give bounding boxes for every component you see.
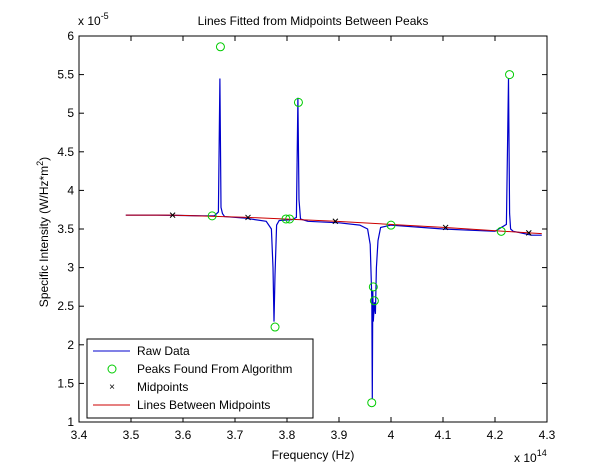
x-tick-label: 4.1 <box>435 428 452 442</box>
peak-marker <box>293 97 303 107</box>
legend-mid-label: Midpoints <box>137 380 188 394</box>
peak-marker <box>367 398 377 408</box>
x-tick-label: 3.4 <box>71 428 88 442</box>
y-tick-label: 1 <box>67 415 74 429</box>
y-axis-label: Specific Intensity (W/Hz*m2) <box>35 157 51 307</box>
peak-marker <box>368 282 378 292</box>
midpoint-marker <box>169 212 176 218</box>
y-tick-label: 6 <box>67 29 74 43</box>
y-axis-label-main: Specific Intensity (W/Hz*m <box>37 166 51 307</box>
y-multiplier: x 10-5 <box>78 11 109 28</box>
y-axis-label-end: ) <box>37 157 51 161</box>
peak-marker <box>386 220 396 230</box>
x-axis-label: Frequency (Hz) <box>272 448 355 462</box>
y-tick-label: 3 <box>67 261 74 275</box>
legend-peaks-swatch <box>107 364 117 374</box>
x-multiplier: x 1014 <box>514 448 547 465</box>
x-tick-label: 3.5 <box>123 428 140 442</box>
peak-marker <box>215 42 225 52</box>
x-tick-label: 3.9 <box>331 428 348 442</box>
peak-marker <box>281 214 291 224</box>
legend-peaks-label: Peaks Found From Algorithm <box>137 362 292 376</box>
y-tick-label: 5.5 <box>57 68 74 82</box>
y-tick-label: 2.5 <box>57 299 74 313</box>
legend-lines-label: Lines Between Midpoints <box>137 398 270 412</box>
peak-marker <box>505 70 515 80</box>
y-tick-label: 3.5 <box>57 222 74 236</box>
peak-marker <box>270 322 280 332</box>
y-tick-label: 1.5 <box>57 376 74 390</box>
y-multiplier-base: x 10 <box>78 14 101 28</box>
peak-marker <box>369 296 379 306</box>
x-multiplier-exp: 14 <box>537 448 547 458</box>
y-tick-label: 2 <box>67 338 74 352</box>
y-tick-label: 4 <box>67 183 74 197</box>
peak-marker <box>285 214 295 224</box>
midpoint-marker <box>525 230 532 236</box>
x-tick-label: 3.8 <box>279 428 296 442</box>
x-tick-label: 4.2 <box>487 428 504 442</box>
y-multiplier-exp: -5 <box>101 11 109 21</box>
x-tick-label: 4.3 <box>539 428 556 442</box>
x-tick-label: 3.7 <box>227 428 244 442</box>
tick-layer: 3.4 3.5 3.6 3.7 3.8 3.9 4 4.1 4.2 4.3 1 1.5 2 2.5 3 3.5… <box>57 29 555 442</box>
data-layer <box>125 42 542 408</box>
peak-marker <box>207 211 217 221</box>
x-tick-label: 4 <box>388 428 395 442</box>
chart-title: Lines Fitted from Midpoints Between Peak… <box>198 14 429 28</box>
peak-marker <box>496 226 506 236</box>
legend: Raw Data Peaks Found From Algorithm × Mi… <box>86 338 314 419</box>
midpoint-marker <box>332 218 339 225</box>
x-tick-label: 3.6 <box>175 428 192 442</box>
midpoint-marker <box>245 214 251 221</box>
legend-raw-label: Raw Data <box>137 344 190 358</box>
midpoint-marker <box>442 224 449 231</box>
y-tick-label: 5 <box>67 106 74 120</box>
y-axis-label-sup: 2 <box>35 161 45 166</box>
x-multiplier-base: x 10 <box>514 451 537 465</box>
y-tick-label: 4.5 <box>57 145 74 159</box>
legend-mid-swatch: × <box>109 382 115 393</box>
